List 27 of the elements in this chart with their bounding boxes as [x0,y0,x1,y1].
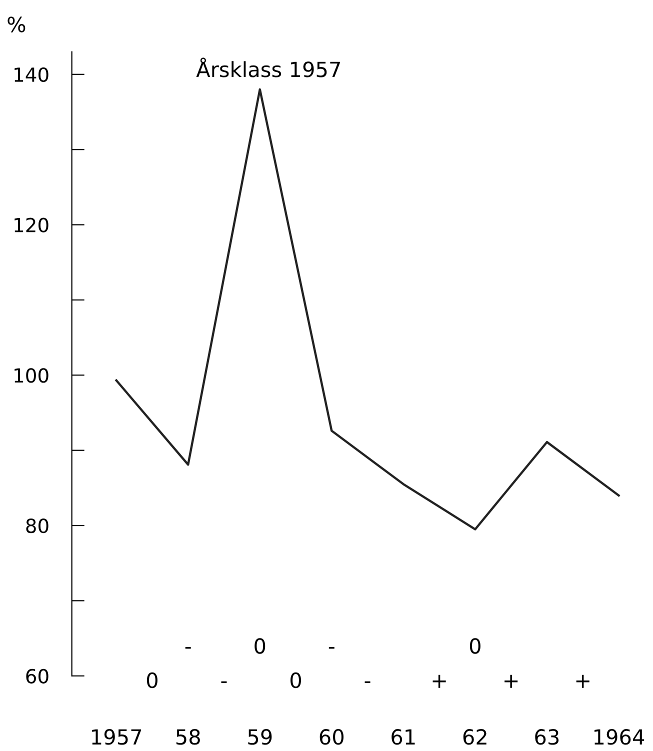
annotation: 0 [254,638,266,654]
x-tick-label: 60 [320,729,344,745]
x-tick-label: 58 [176,729,200,745]
x-tick-label: 1957 [92,729,142,745]
text: - [221,681,227,684]
line-series [115,88,620,530]
y-axis-title: % [8,16,26,32]
y-tick-label: 80 [26,518,48,534]
y-tick-label: 60 [26,668,48,684]
x-tick-label: 1964 [594,729,644,745]
annotation: - [328,647,334,649]
annotation: 0 [146,672,158,688]
text: - [364,681,370,684]
annotation: + [576,674,590,688]
annotation: + [504,674,518,688]
x-tick-label: 62 [463,729,486,745]
x-tick-label: 59 [248,729,272,745]
annotation: 0 [290,672,302,688]
x-tick-label: 61 [392,729,415,745]
annotation: - [185,647,191,649]
y-tick-label: 100 [14,368,48,383]
x-tick-label: 63 [535,729,559,745]
chart-title: Årsklass 1957 [196,58,340,78]
y-tick-label: 120 [14,218,48,232]
y-tick-label: 140 [14,67,48,82]
annotation: + [432,674,446,688]
annotation: 0 [470,638,480,654]
